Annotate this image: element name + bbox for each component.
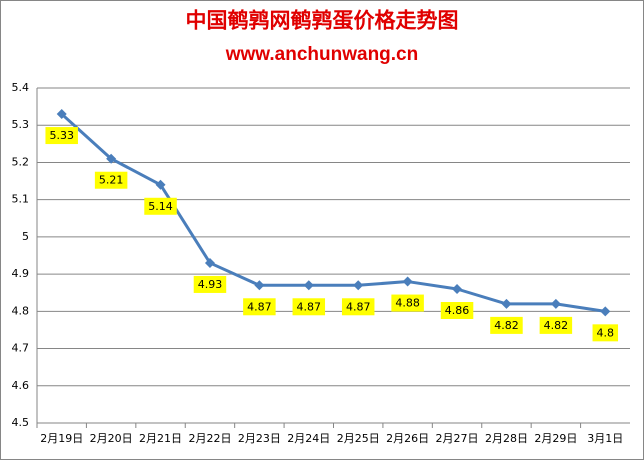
y-tick-label: 4.8 [12,304,30,317]
data-label: 4.8 [597,326,615,339]
data-label: 4.86 [445,304,470,317]
y-tick-label: 5.4 [12,81,30,94]
marker [600,306,611,317]
x-tick-label: 2月25日 [337,432,380,445]
data-label: 5.21 [99,174,124,187]
x-tick-label: 2月19日 [40,432,83,445]
data-label: 5.33 [49,129,74,142]
y-tick-label: 4.9 [12,267,30,280]
marker [106,153,117,164]
label-box [292,298,326,316]
x-tick-label: 3月1日 [587,432,623,445]
data-label: 4.87 [247,300,272,313]
x-tick-label: 2月27日 [436,432,479,445]
y-tick-label: 5 [22,230,29,243]
marker [402,276,413,287]
data-label: 4.82 [494,319,519,332]
y-tick-label: 4.5 [12,416,30,429]
y-tick-label: 4.6 [12,379,30,392]
marker [353,280,364,291]
y-tick-label: 5.3 [12,118,30,131]
y-tick-label: 5.1 [12,193,30,206]
data-label: 4.88 [395,297,420,310]
data-label: 4.87 [297,300,322,313]
x-tick-label: 2月21日 [139,432,182,445]
label-box [144,197,177,215]
label-box [391,294,424,312]
label-box [440,302,474,319]
x-tick-label: 2月22日 [188,432,231,445]
label-box [341,298,375,316]
marker [501,298,512,309]
label-box [539,316,573,334]
y-tick-label: 4.7 [12,342,30,355]
marker [550,298,561,309]
y-tick-label: 5.2 [12,155,30,168]
marker [452,284,463,294]
marker [56,109,67,120]
data-label: 4.87 [346,300,371,313]
x-tick-label: 2月26日 [386,432,429,445]
data-label: 4.82 [544,319,569,332]
x-tick-label: 2月20日 [90,432,133,445]
line [60,112,606,313]
chart-subtitle: www.anchunwang.cn [225,44,418,65]
chart-title: 中国鹌鹑网鹌鹑蛋价格走势图 [186,8,459,33]
label-box [45,127,78,145]
marker [303,280,314,291]
data-label: 4.93 [198,278,223,291]
label-box [592,324,619,342]
marker [204,257,215,268]
marker [254,280,265,291]
label-box [94,171,128,189]
x-tick-label: 2月28日 [485,432,528,445]
label-box [243,298,276,316]
x-tick-label: 2月23日 [238,432,281,445]
marker [155,179,166,190]
label-box [193,275,227,293]
label-box [490,316,523,334]
data-label: 5.14 [148,200,173,213]
x-tick-label: 2月29日 [534,432,577,445]
x-tick-label: 2月24日 [287,432,330,445]
